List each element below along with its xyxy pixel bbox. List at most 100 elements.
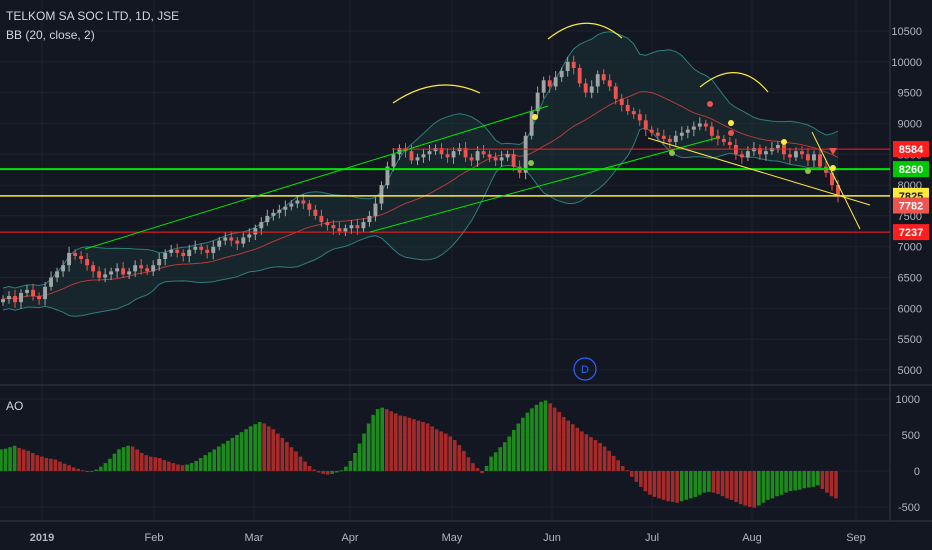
ao-bar xyxy=(457,445,462,471)
candle-body xyxy=(283,206,288,210)
ao-bar xyxy=(616,460,620,471)
candle-body xyxy=(391,154,396,167)
ao-bar xyxy=(321,471,326,474)
price-badge-7237: 7237 xyxy=(893,224,929,241)
chart-title: TELKOM SA SOC LTD, 1D, JSE xyxy=(6,9,180,23)
ao-bar xyxy=(67,465,71,471)
candle-body xyxy=(421,154,426,158)
ao-bar xyxy=(625,470,630,472)
candle-body xyxy=(625,104,630,112)
ao-bar xyxy=(430,426,434,471)
ao-bar xyxy=(393,413,398,471)
candle-body xyxy=(409,151,414,161)
candle-body xyxy=(361,222,366,229)
uptrend-line-lower xyxy=(369,136,721,233)
ao-bar xyxy=(226,440,230,471)
candle-body xyxy=(595,74,600,87)
ao-bar xyxy=(820,471,825,489)
ao-bar xyxy=(94,469,99,471)
candle-body xyxy=(613,86,618,99)
ao-bar xyxy=(797,471,802,490)
ao-tick-label: 1000 xyxy=(896,394,920,406)
ao-bar xyxy=(303,461,307,471)
candle-body xyxy=(547,80,552,87)
ao-bar xyxy=(766,471,770,500)
candle-body xyxy=(325,222,330,226)
ao-bar xyxy=(711,471,716,493)
price-badge-bg xyxy=(893,224,929,241)
ao-bar xyxy=(339,470,344,472)
ao-bar xyxy=(779,471,784,495)
time-tick-label: Aug xyxy=(742,532,762,544)
candle-body xyxy=(109,271,114,275)
ao-bar xyxy=(761,471,766,503)
bb-fill xyxy=(3,31,838,317)
candle-body xyxy=(415,157,420,161)
ao-bar xyxy=(207,452,212,471)
candle-body xyxy=(553,77,558,87)
signal-dot xyxy=(805,168,811,174)
ao-bar xyxy=(806,471,811,488)
ao-bar xyxy=(285,442,289,471)
ao-bar xyxy=(375,409,380,471)
ao-label: AO xyxy=(6,399,24,413)
ao-bar xyxy=(144,455,149,471)
candle-body xyxy=(781,145,786,155)
ao-bar xyxy=(162,460,167,471)
candle-body xyxy=(511,154,516,167)
candle-body xyxy=(463,148,468,158)
signal-dot xyxy=(532,114,538,120)
dividend-marker-label: D xyxy=(581,364,589,376)
ao-bar xyxy=(607,450,611,471)
candle-body xyxy=(19,292,23,303)
candle-body xyxy=(806,154,810,161)
ao-bar xyxy=(598,442,602,471)
ao-bar xyxy=(530,408,534,471)
ao-bar xyxy=(26,450,31,471)
candle-body xyxy=(559,71,564,78)
candle-body xyxy=(631,111,636,115)
ao-bar xyxy=(62,463,67,471)
ao-bar xyxy=(602,446,607,471)
candle-body xyxy=(61,265,66,272)
candle-body xyxy=(451,151,456,158)
price-tick-label: 6500 xyxy=(898,273,922,285)
candle-body xyxy=(247,234,252,238)
candle-body xyxy=(619,98,624,105)
candle-body xyxy=(800,151,804,155)
candle-body xyxy=(133,265,138,272)
ao-bar xyxy=(167,461,171,471)
candle-body xyxy=(331,225,336,229)
candle-body xyxy=(319,215,324,223)
time-axis: 2019 Feb Mar Apr May Jun Jul Aug Sep xyxy=(30,532,866,544)
ao-bar xyxy=(8,447,12,471)
ao-bar xyxy=(158,458,162,471)
candle-body xyxy=(241,237,246,244)
price-badge-label: 7237 xyxy=(899,227,923,239)
candle-body xyxy=(115,268,120,272)
candle-body xyxy=(529,111,534,136)
candle-body xyxy=(793,151,798,158)
ao-bar xyxy=(253,424,257,471)
ao-axis: 1000 500 0 -500 xyxy=(896,394,920,514)
candle-body xyxy=(673,135,678,142)
ao-bar xyxy=(85,471,90,472)
ao-bar xyxy=(462,450,466,471)
candle-body xyxy=(679,132,684,136)
candle-body xyxy=(271,212,276,216)
candle-body xyxy=(79,255,84,260)
ao-bar xyxy=(643,471,648,492)
candle-body xyxy=(661,135,666,139)
candle-body xyxy=(427,151,432,155)
candle-body xyxy=(187,249,192,256)
ao-bar xyxy=(99,466,103,471)
candle-body xyxy=(721,138,726,142)
candle-body xyxy=(655,132,660,136)
price-tick-label: 9000 xyxy=(898,118,922,130)
candle-body xyxy=(367,215,372,223)
head-arc xyxy=(547,22,623,40)
candle-body xyxy=(643,120,648,130)
ao-bar xyxy=(135,449,139,471)
signal-dot xyxy=(728,130,734,136)
